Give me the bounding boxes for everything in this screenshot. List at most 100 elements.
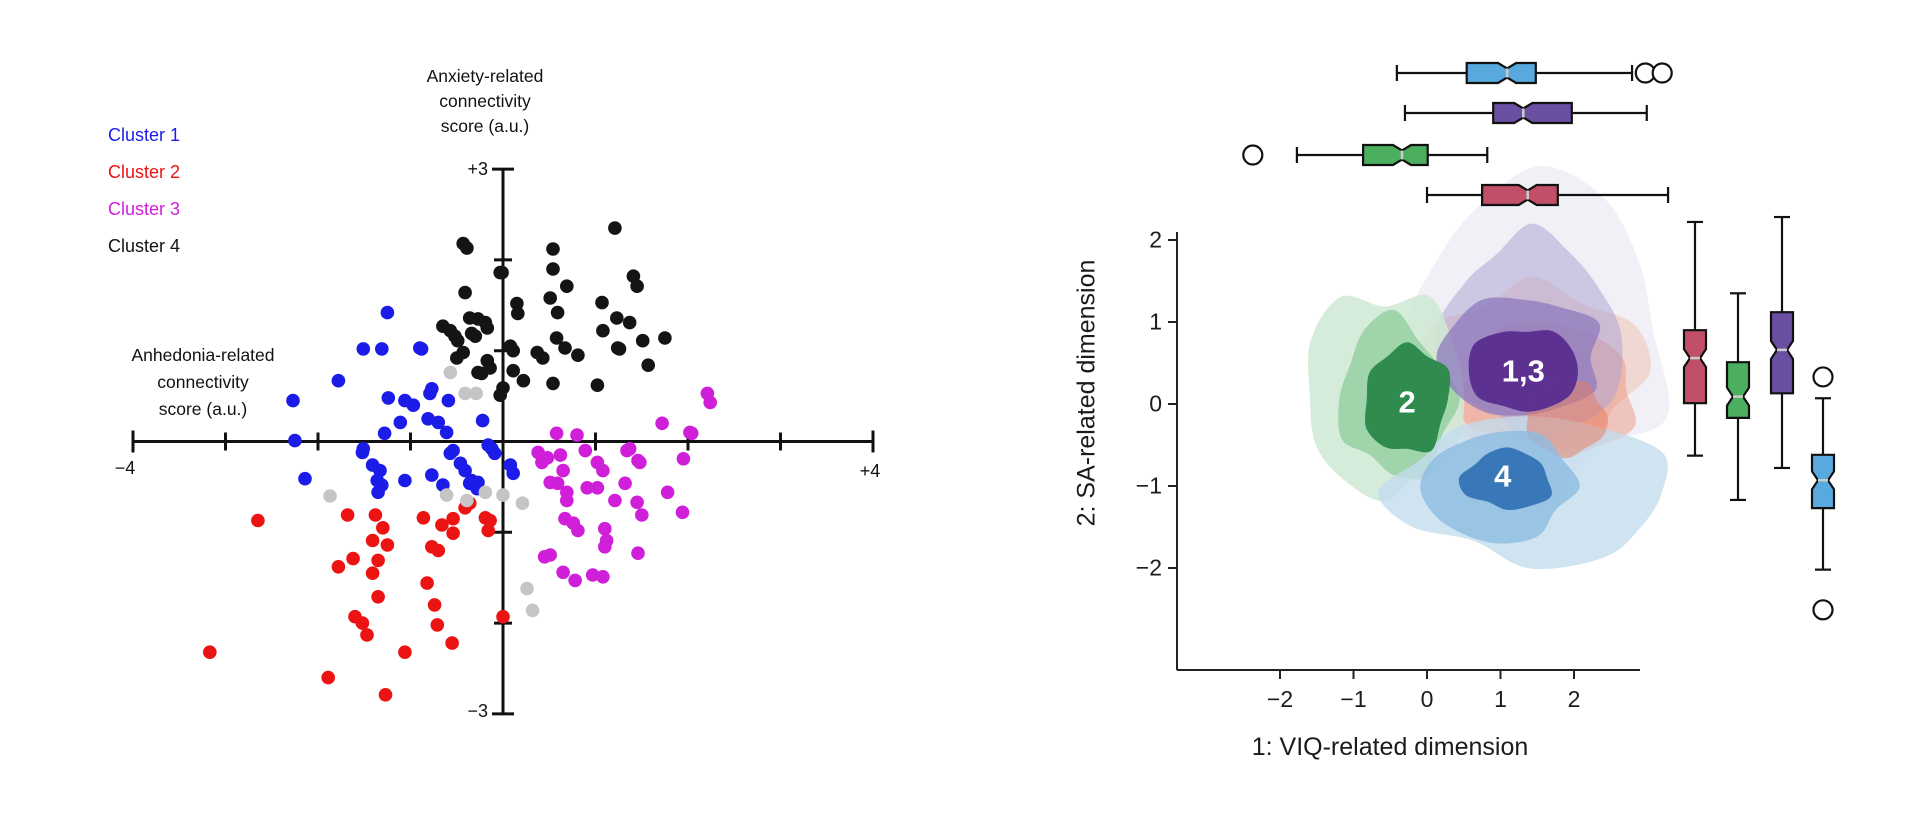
scatter-point <box>446 526 460 540</box>
scatter-point <box>703 395 717 410</box>
scatter-point <box>571 523 585 538</box>
scatter-point <box>631 546 645 560</box>
scatter-point <box>496 488 510 502</box>
scatter-point <box>377 426 392 441</box>
legend: Cluster 1 Cluster 2 Cluster 3 Cluster 4 <box>108 117 180 265</box>
scatter-point <box>450 351 464 365</box>
boxplot-box <box>1725 361 1751 419</box>
scatter-point <box>556 565 570 580</box>
scatter-point <box>286 393 300 408</box>
legend-item-cluster-1: Cluster 1 <box>108 125 181 145</box>
scatter-point <box>398 473 412 488</box>
scatter-point <box>393 415 408 430</box>
scatter-point <box>458 463 472 478</box>
scatter-point <box>610 311 624 325</box>
scatter-point <box>298 471 312 486</box>
scatter-point <box>506 363 520 378</box>
scatter-point <box>469 386 484 401</box>
boxplot-box <box>1682 329 1708 405</box>
scatter-point <box>445 636 459 650</box>
scatter-point <box>481 523 496 538</box>
scatter-point <box>618 476 632 491</box>
density-cluster-label: 2 <box>1398 384 1416 420</box>
legend-item-cluster-4: Cluster 4 <box>108 236 181 256</box>
scatter-point <box>462 476 477 491</box>
scatter-point <box>596 463 610 478</box>
scatter-point <box>571 348 585 363</box>
density-contour-lightblue-core <box>1458 447 1552 511</box>
y-tick-label: 0 <box>1149 390 1162 417</box>
scatter-point <box>540 451 555 465</box>
scatter-point <box>443 446 458 461</box>
scatter-point <box>608 221 622 235</box>
boxplot-box <box>1480 183 1559 207</box>
scatter-point <box>321 670 336 685</box>
scatter-point <box>487 446 502 461</box>
x-tick-label: 1 <box>1494 686 1507 712</box>
scatter-point <box>556 463 570 478</box>
scatter-point <box>443 365 458 380</box>
scatter-point <box>635 508 649 522</box>
scatter-point <box>496 609 510 624</box>
scatter-point <box>546 376 560 391</box>
left-ymax-label: +3 <box>467 159 488 179</box>
boxplot-box <box>1492 101 1573 125</box>
scatter-point <box>543 548 557 562</box>
right-y-axis-title: 2: SA-related dimension <box>1072 259 1101 527</box>
scatter-point <box>506 343 520 358</box>
boxplot-outlier <box>1812 366 1834 388</box>
scatter-point <box>598 521 612 536</box>
scatter-point <box>460 493 474 508</box>
scatter-point <box>560 279 574 294</box>
density-cluster-label: 1,3 <box>1501 353 1545 389</box>
scatter-point <box>655 416 669 431</box>
x-tick-label: 2 <box>1567 686 1581 712</box>
density-contour-green-core <box>1364 342 1451 453</box>
scatter-point <box>630 495 644 510</box>
scatter-point <box>622 315 637 330</box>
scatter-point <box>506 466 520 481</box>
right-x-axis-title: 1: VIQ-related dimension <box>1251 733 1529 761</box>
scatter-point <box>356 342 371 356</box>
y-tick-label: 2 <box>1149 226 1162 253</box>
scatter-point <box>553 448 568 462</box>
scatter-point <box>425 468 439 482</box>
scatter-point <box>608 493 622 508</box>
scatter-point <box>355 445 370 460</box>
scatter-point <box>495 265 509 280</box>
scatter-point <box>631 453 645 468</box>
scatter-point <box>288 433 302 448</box>
scatter-point <box>458 285 472 300</box>
scatter-point <box>635 333 650 348</box>
scatter-point <box>331 560 346 574</box>
left-x-axis-title: Anhedonia-related connectivity score (a.… <box>131 345 275 419</box>
scatter-point <box>435 518 449 532</box>
scatter-point <box>458 386 472 401</box>
density-cluster-label: 4 <box>1494 458 1512 494</box>
x-tick-label: −1 <box>1340 686 1367 712</box>
scatter-point <box>630 279 644 294</box>
scatter-point <box>355 616 370 630</box>
scatter-point <box>516 373 531 388</box>
scatter-point <box>441 393 456 408</box>
scatter-point <box>510 296 524 311</box>
scatter-point <box>378 688 393 702</box>
scatter-point <box>346 551 360 566</box>
scatter-point <box>658 331 672 345</box>
scatter-point <box>683 425 697 440</box>
y-tick-label: 1 <box>1149 308 1162 335</box>
scatter-point <box>398 645 412 659</box>
scatter-point <box>641 358 655 373</box>
scatter-point <box>380 538 395 552</box>
scatter-point <box>620 443 634 458</box>
scatter-point <box>612 342 627 356</box>
boxplot-box <box>1465 61 1537 85</box>
scatter-point <box>450 333 465 348</box>
scatter-point <box>550 476 565 491</box>
scatter-point <box>525 603 540 618</box>
scatter-point <box>570 428 584 442</box>
scatter-point <box>460 241 474 255</box>
scatter-point <box>381 391 396 405</box>
